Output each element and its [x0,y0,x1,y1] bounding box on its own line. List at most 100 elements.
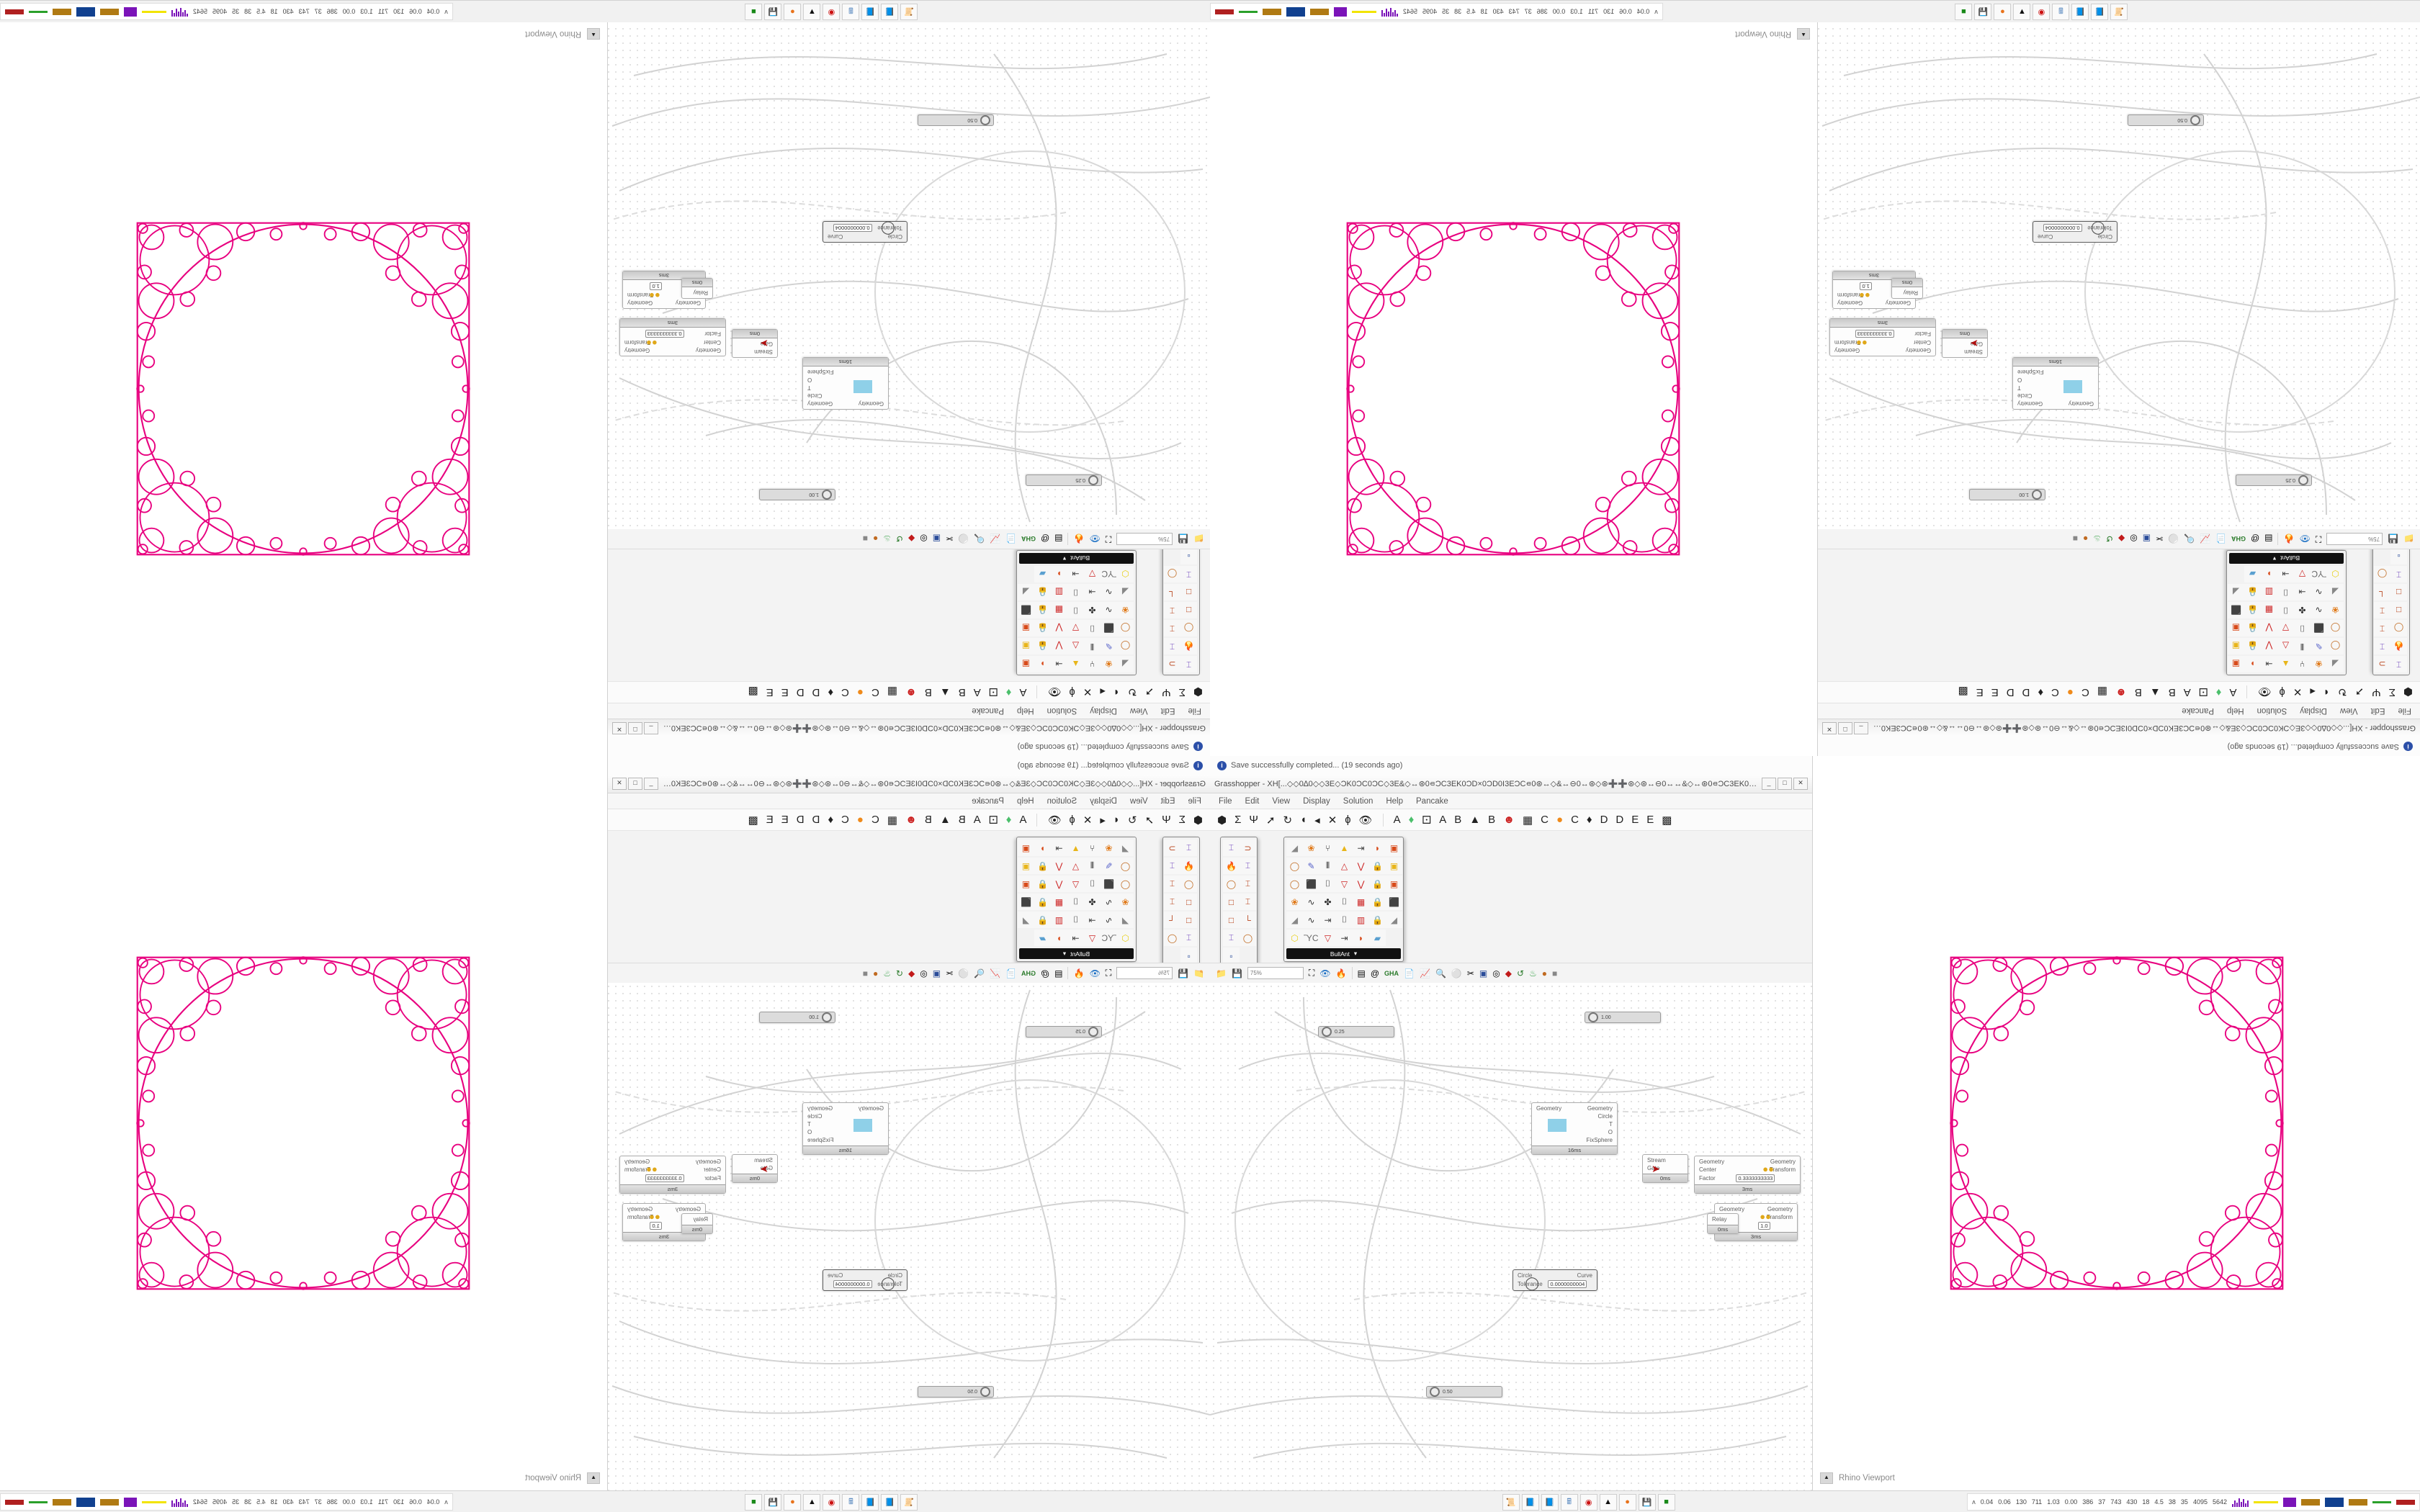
open-folder-icon[interactable]: 📁 [1216,968,1227,978]
tab-spring-icon[interactable]: ɸ [1345,814,1351,826]
taskbar-notepad-icon[interactable]: 📘 [881,1493,899,1511]
tab-spiral-icon[interactable]: ↻ [1127,814,1137,827]
palette-cell-extrude-path[interactable]: ⇥ [1084,584,1101,600]
tab-c2-icon[interactable]: C [2051,686,2059,698]
palette-cell-extrude-path[interactable]: ⇥ [1336,930,1353,946]
palette-cell-pyramid-yellow[interactable]: ▲ [1336,840,1353,856]
palette-cell-cube-blue[interactable]: ⬛ [2228,602,2244,618]
component-input-label[interactable]: Stream [1647,1157,1666,1164]
viewport-scroll-arrow[interactable]: ▲ [1820,1472,1833,1484]
tab-psi-icon[interactable]: Ψ [1162,686,1171,698]
component-input-label[interactable]: Center [1699,1166,1717,1173]
palette-icon[interactable]: ■ [862,534,868,544]
tab-b2-icon[interactable]: B [1488,814,1496,826]
palette-cell-pyramid-yellow[interactable]: ▲ [1067,840,1084,856]
palette-cell-extrude-path[interactable]: ⇥ [2294,584,2311,600]
cube-icon[interactable]: ▣ [2142,534,2151,544]
tab-c-icon[interactable]: C [2081,686,2089,698]
palette-profiles[interactable]: ⌶⊃🔥⌶◯⌶□⌶□└⌶◯▫ Profiles ▾ [1162,532,1200,675]
palette-cell-lock-gold[interactable]: 🔒 [1369,876,1386,892]
palette-cell-ring-O[interactable]: ◯ [1164,930,1180,946]
palette-cell-node-curve[interactable]: ∿ [2311,602,2327,618]
palette-cell-I-beam[interactable]: ⌶ [1164,894,1180,910]
taskbar-disc-red-icon[interactable]: ◉ [823,3,841,20]
tab-hexagon-icon[interactable]: ⬢ [1193,685,1203,698]
globe-icon[interactable]: ⚪ [958,534,969,544]
tab-spiral-icon[interactable]: ↻ [1127,685,1137,698]
palette-cell-frame-yellow[interactable]: ▣ [1386,858,1402,874]
component-output-label[interactable]: Curve [828,233,843,240]
taskbar-rhino-icon[interactable]: ▲ [1599,1493,1617,1511]
component-value-field[interactable]: 0.0000000004 [833,1280,872,1288]
palette-icon[interactable]: ■ [1552,968,1558,978]
cube-icon[interactable]: ▣ [1479,968,1488,978]
taskbar-rhino-icon[interactable]: ▲ [2013,3,2031,20]
taskbar-firefox-icon[interactable]: ● [1994,3,2012,20]
component-value-field[interactable]: 0.0000000004 [1548,1280,1587,1288]
taskbar-notepad-icon[interactable]: 📘 [1521,1493,1539,1511]
component-input-label[interactable]: Geometry [2068,400,2094,407]
palette-cell-extrude-path[interactable]: ⇥ [2277,566,2294,582]
tab-droplet-icon[interactable]: ◖ [1300,814,1307,826]
palette-cell-triangle-red[interactable]: △ [1067,638,1084,654]
palette-cell-frame-red[interactable]: ▣ [2228,620,2244,636]
palette-cell-square-box[interactable]: □ [1223,912,1240,928]
palette-cell-truss-V-red[interactable]: ⋁ [1051,876,1067,892]
tab-hexagon-icon[interactable]: ⬢ [1193,814,1203,827]
viewport-scroll-arrow[interactable]: ▲ [1797,28,1810,40]
sketch-box-icon[interactable]: ⛶ [2315,534,2322,544]
zoom-level-combobox[interactable]: 75% [1116,533,1173,545]
component-input-label[interactable]: Gate [1647,1165,1660,1171]
tab-scissors-icon[interactable]: ✕ [2293,685,2303,698]
tab-spring-icon[interactable]: ɸ [1069,686,1075,698]
component-output-label[interactable]: Curve [828,1272,843,1279]
tab-a-icon[interactable]: A [1393,814,1401,826]
palette-cell-cone-shade[interactable]: ◢ [2327,584,2344,600]
palette-cell-lock-gold[interactable]: 🔒 [2244,620,2261,636]
palette-cell-small-square-dot[interactable]: ▫ [1180,548,1197,564]
viewport-scroll-arrow[interactable]: ▲ [587,28,600,40]
slider-knob[interactable] [1322,1027,1332,1037]
palette-cell-I-beam-stamp[interactable]: ⌶ [2390,566,2407,582]
bake-flame-icon[interactable]: 🔥 [2283,534,2295,544]
palette-cell-sphere-pack[interactable]: ❀ [2327,602,2344,618]
viewport-canvas[interactable] [1210,22,1817,756]
gem-icon[interactable]: ◆ [908,534,915,544]
tab-a-icon[interactable]: A [2229,686,2237,698]
grasshopper-canvas[interactable]: ∿CurvesThicknessColor1.02ms∿CurvesThickn… [608,22,1210,529]
tab-a-icon[interactable]: A [1019,814,1027,826]
palette-cell-polyline[interactable]: ⌷ [2277,602,2294,618]
palette-cell-sphere-pack[interactable]: ❀ [1101,656,1117,672]
grasshopper-component[interactable]: ●● Geometry Geometry Center Transform Factor 0… [619,1156,726,1194]
tab-d2-icon[interactable]: D [1615,814,1624,826]
component-value-field[interactable]: 1.0 [1758,1222,1770,1230]
palette-cell-cone-shade[interactable]: ◢ [1018,584,1034,600]
palette-cell-I-beam-stamp[interactable]: ⌶ [1180,656,1197,672]
palette-cell-rainbow-surface[interactable]: ▰ [1369,930,1386,946]
sketch-box-icon[interactable]: ⛶ [1308,968,1315,978]
slider-knob[interactable] [822,490,832,500]
palette-cell-frame-yellow[interactable]: ▣ [2228,638,2244,654]
palette-cell-node-curve[interactable]: ∿ [1101,584,1117,600]
palette-cell-image-frame[interactable]: ὛC [1101,566,1117,582]
sketch-box-icon[interactable]: ⛶ [1105,968,1112,978]
tab-arrow-icon[interactable]: ➚ [1265,814,1276,827]
search-icon[interactable]: 🔍 [974,968,985,978]
menu-display[interactable]: Display [1090,706,1117,716]
component-input-label[interactable]: Stream [754,348,773,355]
taskbar-document-icon[interactable]: 📜 [900,1493,918,1511]
palette-cell-lock-gold[interactable]: 🔒 [2244,638,2261,654]
taskbar-rhino-icon[interactable]: ▲ [803,3,821,20]
component-input-label[interactable]: Center [703,1166,721,1173]
search-icon[interactable]: 🔍 [974,534,985,544]
component-value-field[interactable]: 0.3333333333 [1855,330,1894,338]
palette-cell-polyline[interactable]: ⌷ [1067,894,1084,910]
tab-dither-icon[interactable]: ▩ [748,685,758,698]
open-folder-icon[interactable]: 📁 [2403,534,2414,544]
palette-cell-gem-yellow[interactable]: ⬡ [2327,566,2344,582]
tab-cone-icon[interactable]: ◂ [1100,685,1106,698]
palette-cell-lock-gold[interactable]: 🔒 [2244,602,2261,618]
taskbar-rhino-icon[interactable]: ▲ [803,1493,821,1511]
palette-cell-I-beam-stamp[interactable]: ⌶ [1223,930,1240,946]
rotate-icon[interactable]: ↺ [895,534,904,544]
